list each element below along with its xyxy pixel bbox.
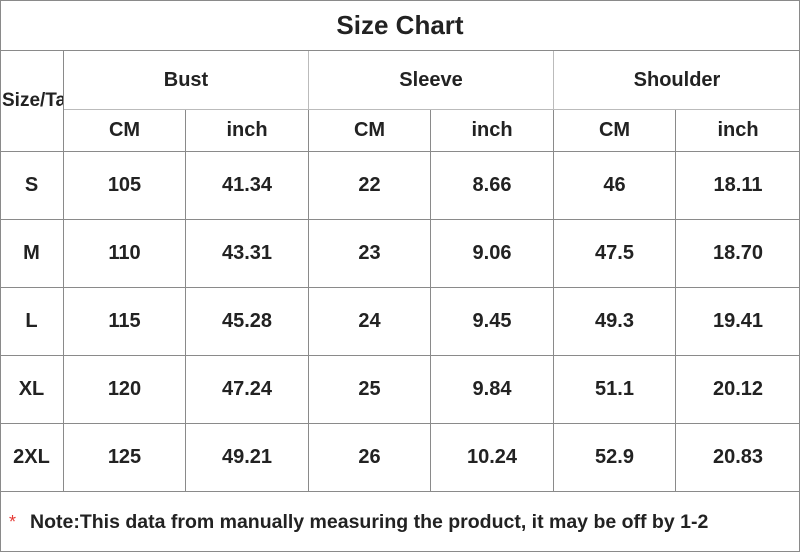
measurement: 49.3 [554, 288, 676, 356]
measurement: 19.41 [676, 288, 800, 356]
measurement: 8.66 [431, 152, 554, 220]
measurement: 10.24 [431, 424, 554, 492]
measurement: 120 [64, 356, 186, 424]
measurement: 9.06 [431, 220, 554, 288]
note-row: * Note:This data from manually measuring … [0, 492, 800, 552]
measurement: 46 [554, 152, 676, 220]
size-label: XL [0, 356, 64, 424]
measurement: 51.1 [554, 356, 676, 424]
note-marker: * [9, 511, 17, 532]
measurement: 26 [309, 424, 431, 492]
size-label: S [0, 152, 64, 220]
measurement: 9.45 [431, 288, 554, 356]
unit-header: CM [554, 110, 676, 152]
measurement: 20.12 [676, 356, 800, 424]
measurement: 125 [64, 424, 186, 492]
measurement: 45.28 [186, 288, 309, 356]
measurement: 25 [309, 356, 431, 424]
group-header: Sleeve [309, 51, 554, 110]
unit-header: CM [64, 110, 186, 152]
measurement: 20.83 [676, 424, 800, 492]
note-text: Note:This data from manually measuring t… [30, 510, 709, 533]
measurement: 22 [309, 152, 431, 220]
measurement: 18.70 [676, 220, 800, 288]
measurement: 24 [309, 288, 431, 356]
unit-header: inch [676, 110, 800, 152]
measurement: 52.9 [554, 424, 676, 492]
corner-header: Size/Ta [0, 51, 64, 152]
size-label: L [0, 288, 64, 356]
size-label: M [0, 220, 64, 288]
measurement: 49.21 [186, 424, 309, 492]
measurement: 105 [64, 152, 186, 220]
unit-header: inch [431, 110, 554, 152]
measurement: 47.24 [186, 356, 309, 424]
measurement: 47.5 [554, 220, 676, 288]
measurement: 115 [64, 288, 186, 356]
measurement: 41.34 [186, 152, 309, 220]
measurement: 23 [309, 220, 431, 288]
group-header: Shoulder [554, 51, 800, 110]
measurement: 43.31 [186, 220, 309, 288]
group-header: Bust [64, 51, 309, 110]
unit-header: CM [309, 110, 431, 152]
size-label: 2XL [0, 424, 64, 492]
measurement: 110 [64, 220, 186, 288]
measurement: 9.84 [431, 356, 554, 424]
title: Size Chart [0, 0, 800, 51]
unit-header: inch [186, 110, 309, 152]
measurement: 18.11 [676, 152, 800, 220]
